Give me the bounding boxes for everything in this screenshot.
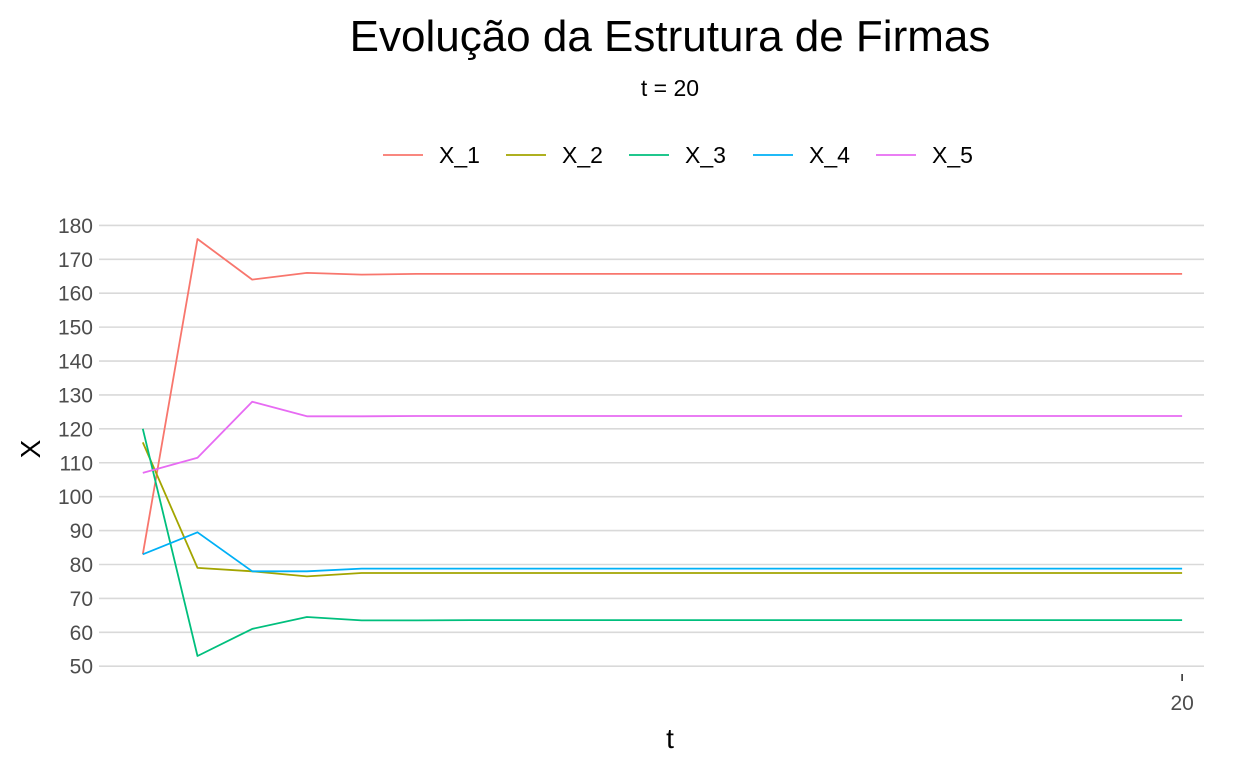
legend-label: X_5 [932, 142, 973, 168]
series-line-x-1 [141, 238, 1183, 555]
grid [99, 224, 1204, 668]
y-tick-label: 100 [58, 486, 93, 509]
y-tick-label: 130 [58, 384, 93, 407]
x-axis-title: t [666, 723, 674, 754]
legend-label: X_3 [685, 142, 726, 168]
x-tick-label: 20 [1170, 692, 1193, 715]
y-tick-label: 80 [70, 554, 93, 577]
series-line-x-3 [141, 428, 1183, 657]
chart-subtitle: t = 20 [641, 75, 699, 101]
series-line-x-4 [142, 531, 1183, 573]
y-tick-label: 110 [60, 452, 93, 475]
series-line-x-5 [142, 400, 1183, 474]
y-tick-label: 150 [58, 317, 93, 340]
x-axis-ticks: 20 [1170, 674, 1194, 715]
series-lines [141, 238, 1183, 657]
legend-label: X_2 [562, 142, 603, 168]
y-tick-label: 50 [70, 656, 93, 679]
legend-label: X_1 [439, 142, 480, 168]
y-tick-label: 170 [58, 249, 93, 272]
y-axis-ticks: 50 60 70 80 90 100 110 120 130 140 150 160 170 180 [58, 215, 93, 679]
y-tick-label: 120 [58, 418, 93, 441]
y-tick-label: 140 [58, 351, 93, 374]
series-line-x-2 [141, 442, 1183, 578]
y-tick-label: 180 [58, 215, 93, 238]
y-tick-label: 60 [70, 622, 93, 645]
y-tick-label: 70 [70, 588, 93, 611]
y-tick-label: 160 [58, 283, 93, 306]
chart-title: Evolução da Estrutura de Firmas [350, 12, 991, 61]
legend-label: X_4 [809, 142, 850, 168]
legend: X_1 X_2 X_3 X_4 X_5 [383, 142, 973, 168]
y-tick-label: 90 [70, 520, 93, 543]
y-axis-title: X [15, 439, 46, 458]
